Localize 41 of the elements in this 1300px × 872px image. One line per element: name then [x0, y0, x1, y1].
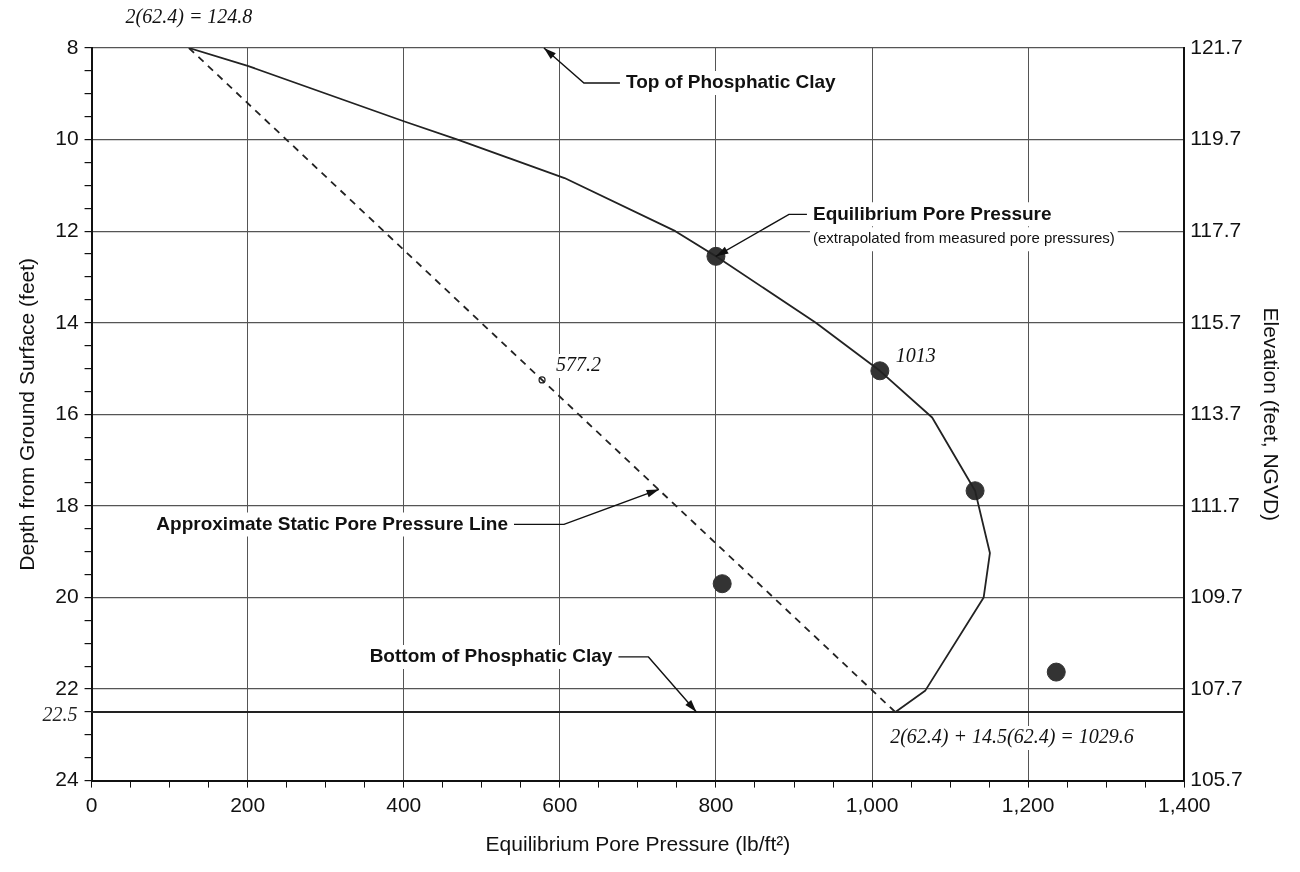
y-tick-label: 8 [66, 34, 79, 58]
y-tick-label: 12 [55, 217, 79, 241]
y-tick-label: 14 [55, 309, 79, 333]
annotation: 1013 [895, 344, 936, 367]
x-tick-label: 0 [85, 793, 98, 816]
annotation: 2(62.4) + 14.5(62.4) = 1029.6 [890, 725, 1134, 749]
y-tick-label: 18 [55, 492, 79, 516]
x-tick-label: 1,400 [1157, 793, 1211, 816]
annotation: Top of Phosphatic Clay [625, 71, 837, 93]
y2-axis-title: Elevation (feet, NGVD) [1259, 307, 1283, 522]
x-axis-title: Equilibrium Pore Pressure (lb/ft²) [485, 832, 791, 856]
y2-tick-label: 117.7 [1190, 217, 1242, 241]
y-tick-label: 22 [55, 675, 79, 699]
annotation: 2(62.4) = 124.8 [125, 5, 253, 29]
annotation: Approximate Static Pore Pressure Line [156, 512, 508, 534]
point [712, 574, 732, 594]
x-tick-label: 1,000 [845, 793, 899, 816]
y-tick-label: 20 [55, 584, 79, 608]
ref-line-label: 22.5 [42, 703, 78, 726]
y-tick-label: 24 [55, 767, 79, 791]
x-tick-label: 200 [230, 793, 266, 816]
y2-tick-label: 107.7 [1190, 675, 1243, 699]
x-tick-label: 400 [386, 793, 422, 816]
y2-tick-label: 109.7 [1190, 584, 1243, 608]
point [1046, 662, 1066, 682]
y2-tick-label: 111.7 [1190, 492, 1240, 516]
annotation: (extrapolated from measured pore pressures) [812, 229, 1115, 247]
x-tick-label: 600 [542, 793, 578, 816]
x-tick-label: 1,200 [1001, 793, 1055, 816]
y2-tick-label: 115.7 [1190, 309, 1242, 333]
y2-tick-label: 121.7 [1190, 34, 1243, 58]
y-tick-label: 10 [55, 126, 79, 150]
y2-tick-label: 119.7 [1190, 126, 1242, 150]
x-tick-label: 800 [698, 793, 734, 816]
annotation: Bottom of Phosphatic Clay [369, 645, 613, 667]
y-tick-label: 16 [55, 401, 79, 425]
annotation: Equilibrium Pore Pressure [812, 202, 1052, 224]
annotation: 577.2 [556, 353, 602, 376]
y-axis-title: Depth from Ground Surface (feet) [15, 257, 39, 571]
y2-tick-label: 105.7 [1190, 767, 1243, 791]
y2-tick-label: 113.7 [1190, 401, 1242, 425]
